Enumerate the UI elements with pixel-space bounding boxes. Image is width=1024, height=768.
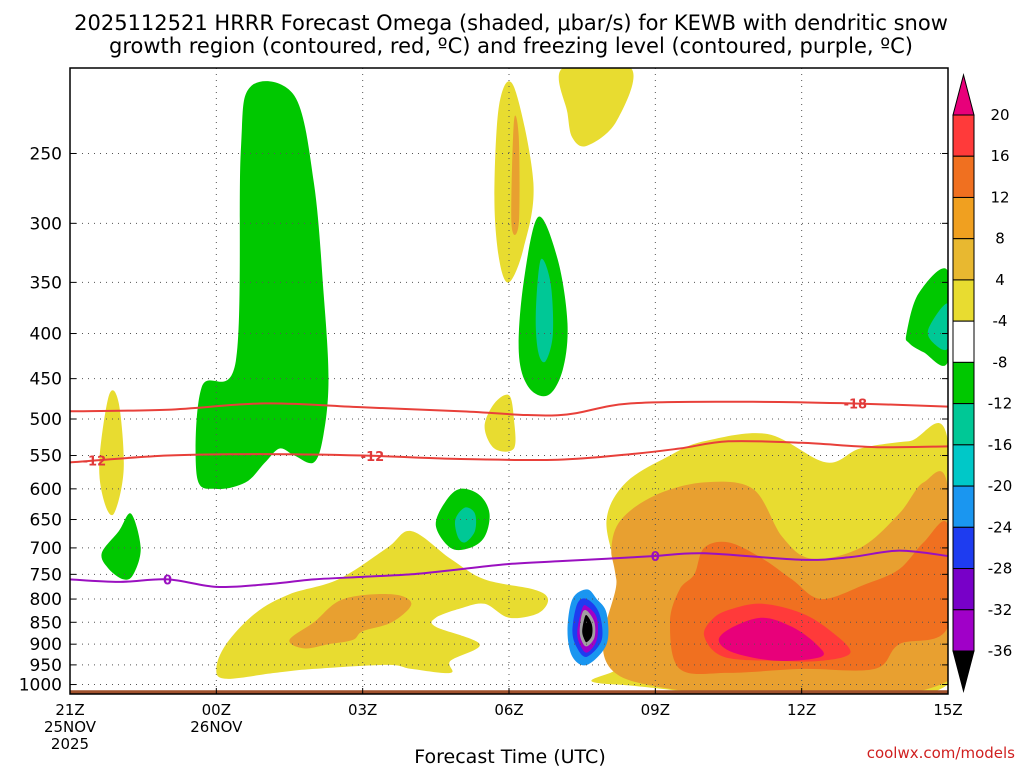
red-contour-0 [70, 400, 948, 417]
colorbar-swatch-3 [952, 238, 975, 281]
red-contour-1 [70, 440, 948, 464]
colorbar-label-8: -16 [988, 436, 1013, 454]
purple-contour-extra-label-0: 0 [651, 550, 660, 565]
ytick-label-950: 950 [30, 656, 62, 676]
credit-text: coolwx.com/models [867, 744, 1015, 762]
ytick-label-350: 350 [30, 273, 62, 293]
xtick-label-3-1: 26NOV [190, 718, 243, 736]
colorbar-label-9: -20 [988, 477, 1013, 495]
ytick-label-550: 550 [30, 447, 62, 467]
xtick-label-12-0: 09Z [641, 701, 670, 719]
xtick-label-3-0: 00Z [202, 701, 231, 719]
omega-region-3 [454, 507, 477, 543]
ytick-label-250: 250 [30, 144, 62, 164]
colorbar-label-12: -32 [988, 601, 1013, 619]
colorbar-label-1: 16 [990, 147, 1009, 165]
omega-region-8 [99, 390, 124, 516]
colorbar-label-7: -12 [988, 395, 1013, 413]
ytick-label-300: 300 [30, 214, 62, 234]
ytick-label-700: 700 [30, 539, 62, 559]
xtick-label-6-0: 03Z [348, 701, 377, 719]
xtick-label-0-2: 2025 [51, 735, 89, 753]
ytick-label-600: 600 [30, 480, 62, 500]
colorbar-label-3: 8 [995, 230, 1005, 248]
colorbar-swatch-1 [952, 155, 975, 198]
colorbar-top-arrow [952, 73, 975, 116]
omega-region-5 [535, 258, 554, 363]
colorbar-label-6: -8 [993, 353, 1008, 371]
xtick-label-0-0: 21Z [55, 701, 84, 719]
colorbar-label-2: 12 [990, 188, 1009, 206]
omega-region-12 [484, 394, 516, 452]
xtick-label-9-0: 06Z [494, 701, 523, 719]
ytick-label-400: 400 [30, 325, 62, 345]
omega-region-14 [289, 593, 412, 649]
purple-contour-0 [70, 549, 948, 589]
xtick-label-0-1: 25NOV [44, 718, 97, 736]
red-contour-extra-label-0: -12 [361, 450, 385, 465]
chart-title-line-1: 2025112521 HRRR Forecast Omega (shaded, … [74, 11, 948, 35]
colorbar-swatch-5 [952, 320, 975, 363]
xtick-label-15-0: 12Z [787, 701, 816, 719]
colorbar-bottom-arrow [952, 650, 975, 693]
colorbar-swatch-2 [952, 196, 975, 240]
ytick-label-900: 900 [30, 635, 62, 655]
colorbar-swatch-6 [952, 361, 975, 405]
x-axis-label: Forecast Time (UTC) [414, 746, 605, 768]
colorbar: 20 16 12 8 4 -4 -8 -12 -16 -20 -24 -28 -32 -36 [952, 73, 1013, 693]
purple-contour-label-0: 0 [163, 573, 172, 588]
colorbar-label-4: 4 [995, 271, 1005, 289]
colorbar-swatch-11 [952, 568, 975, 611]
colorbar-swatch-4 [952, 279, 975, 322]
ytick-label-500: 500 [30, 410, 62, 430]
colorbar-label-11: -28 [988, 560, 1013, 578]
colorbar-label-0: 20 [990, 106, 1009, 124]
colorbar-label-13: -36 [988, 642, 1013, 660]
ytick-label-850: 850 [30, 613, 62, 633]
colorbar-label-10: -24 [988, 518, 1013, 536]
omega-region-1 [101, 513, 141, 580]
colorbar-swatch-12 [952, 609, 975, 652]
ytick-label-750: 750 [30, 565, 62, 585]
colorbar-label-5: -4 [993, 312, 1008, 330]
gridlines [70, 68, 948, 694]
omega-region-7 [927, 303, 948, 351]
red-contour-label-0: -18 [844, 398, 868, 413]
xtick-label-18-0: 15Z [933, 701, 962, 719]
omega-region-0 [195, 81, 329, 490]
ytick-label-800: 800 [30, 590, 62, 610]
ytick-label-1000: 1000 [19, 676, 62, 696]
temperature-contours: -18 -12 -12 0 0 [70, 398, 948, 589]
colorbar-swatch-7 [952, 403, 975, 446]
omega-region-11 [558, 68, 634, 147]
omega-shaded-regions [99, 68, 948, 694]
colorbar-swatch-10 [952, 526, 975, 570]
colorbar-swatch-8 [952, 444, 975, 487]
colorbar-swatch-9 [952, 485, 975, 528]
chart-title-line-2: growth region (contoured, red, ºC) and f… [109, 34, 913, 58]
omega-region-10 [511, 115, 520, 236]
ytick-label-450: 450 [30, 370, 62, 390]
red-contour-label-1: -12 [83, 455, 107, 470]
omega-region-24 [582, 614, 593, 643]
ytick-label-650: 650 [30, 511, 62, 531]
colorbar-swatch-0 [952, 114, 975, 157]
pressure-axis: 2503003504004505005506006507007508008509… [19, 144, 948, 696]
omega-region-19 [718, 617, 824, 661]
